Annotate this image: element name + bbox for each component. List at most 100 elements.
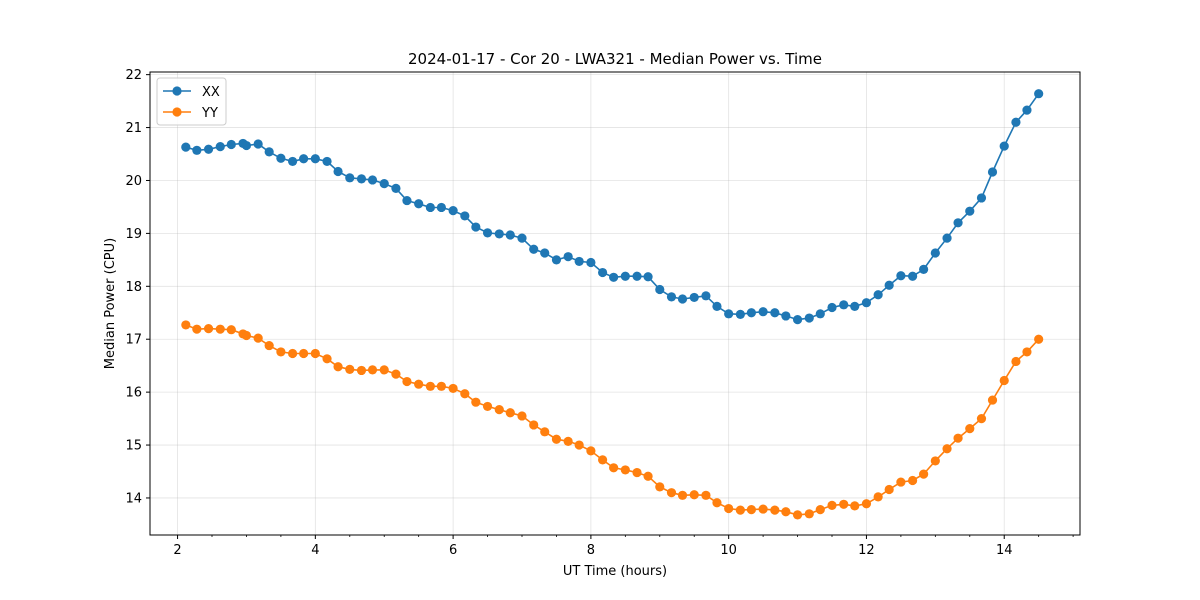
- data-point-yy: [1034, 334, 1044, 344]
- data-point-yy: [1022, 347, 1032, 357]
- data-point-yy: [517, 411, 527, 421]
- data-point-xx: [655, 284, 665, 295]
- series-line-xx: [185, 93, 1040, 321]
- data-point-yy: [839, 499, 849, 509]
- series-line-yy: [185, 324, 1040, 516]
- data-point-yy: [276, 347, 286, 357]
- data-point-xx: [873, 290, 883, 300]
- data-point-yy: [425, 381, 435, 391]
- data-point-yy: [827, 500, 837, 510]
- x-tick-label: 4: [311, 543, 319, 558]
- data-point-xx: [987, 167, 998, 177]
- y-axis-label: Median Power (CPU): [103, 238, 118, 369]
- y-tick-label: 19: [125, 227, 142, 242]
- data-point-xx: [241, 140, 252, 151]
- data-point-yy: [896, 477, 906, 487]
- data-point-yy: [598, 455, 608, 465]
- data-point-xx: [689, 292, 699, 303]
- data-point-xx: [345, 173, 355, 183]
- data-point-yy: [632, 467, 642, 478]
- legend-label-yy: YY: [201, 106, 218, 121]
- data-point-yy: [861, 499, 872, 509]
- y-tick-label: 16: [125, 386, 142, 401]
- data-point-yy: [226, 325, 236, 335]
- x-tick-label: 2: [173, 543, 181, 558]
- data-point-xx: [758, 307, 768, 317]
- data-point-yy: [965, 424, 975, 434]
- data-point-xx: [609, 272, 619, 282]
- data-point-xx: [181, 142, 191, 152]
- data-point-yy: [643, 471, 653, 481]
- data-point-xx: [792, 315, 803, 325]
- data-point-xx: [563, 252, 573, 262]
- data-point-xx: [701, 291, 711, 301]
- data-point-yy: [203, 324, 214, 334]
- data-point-xx: [804, 313, 814, 323]
- data-point-yy: [322, 354, 332, 364]
- legend-marker-yy: [172, 107, 182, 117]
- data-point-xx: [517, 233, 527, 243]
- data-point-xx: [436, 202, 446, 213]
- data-point-xx: [310, 154, 320, 164]
- data-point-xx: [379, 179, 389, 189]
- data-point-yy: [666, 488, 677, 498]
- data-point-xx: [1034, 89, 1044, 99]
- data-point-xx: [965, 206, 975, 216]
- data-point-yy: [712, 498, 722, 508]
- data-point-xx: [884, 280, 894, 290]
- data-point-yy: [215, 324, 225, 334]
- data-point-yy: [356, 365, 367, 376]
- data-point-yy: [873, 492, 883, 502]
- data-point-xx: [192, 145, 202, 155]
- data-point-xx: [299, 154, 309, 164]
- x-tick-label: 12: [858, 543, 875, 558]
- data-point-xx: [999, 141, 1009, 151]
- data-point-yy: [689, 490, 699, 500]
- data-point-xx: [540, 248, 550, 258]
- data-point-yy: [460, 389, 470, 399]
- data-point-yy: [264, 340, 274, 351]
- data-point-xx: [850, 301, 860, 312]
- data-point-xx: [203, 144, 214, 154]
- data-point-yy: [345, 364, 355, 374]
- data-point-xx: [276, 153, 286, 163]
- data-point-yy: [930, 456, 940, 466]
- data-point-xx: [896, 271, 906, 281]
- data-point-xx: [976, 193, 987, 203]
- data-point-xx: [930, 248, 940, 258]
- data-point-xx: [839, 300, 849, 310]
- y-tick-label: 22: [125, 68, 142, 83]
- data-point-yy: [505, 408, 515, 418]
- data-point-xx: [781, 311, 791, 321]
- data-point-xx: [529, 244, 539, 254]
- data-point-xx: [735, 309, 745, 319]
- data-point-yy: [815, 505, 825, 515]
- data-point-yy: [770, 505, 780, 515]
- x-tick-label: 6: [449, 543, 457, 558]
- data-point-yy: [471, 397, 481, 407]
- data-point-xx: [425, 202, 435, 213]
- y-tick-label: 18: [125, 280, 142, 295]
- legend: XX YY: [156, 77, 227, 126]
- x-axis-label: UT Time (hours): [563, 564, 667, 579]
- data-point-yy: [677, 490, 688, 500]
- axes: 2 4 6 8 10 12 14 14 15 16 17 18 19 20 21 22: [125, 68, 1074, 558]
- data-point-xx: [226, 139, 236, 150]
- series-layer: [181, 89, 1044, 520]
- data-point-yy: [620, 465, 630, 475]
- data-point-xx: [861, 298, 872, 308]
- data-point-yy: [953, 433, 963, 443]
- data-point-xx: [367, 175, 378, 185]
- data-point-yy: [792, 510, 803, 520]
- data-point-yy: [402, 376, 412, 387]
- data-point-yy: [942, 444, 952, 454]
- data-point-yy: [804, 509, 814, 519]
- data-point-xx: [677, 294, 688, 304]
- data-point-xx: [712, 301, 722, 312]
- data-point-yy: [391, 369, 401, 379]
- chart-title: 2024-01-17 - Cor 20 - LWA321 - Median Po…: [408, 50, 822, 68]
- data-point-yy: [976, 413, 987, 424]
- data-point-xx: [770, 308, 780, 318]
- data-point-xx: [724, 309, 734, 319]
- data-point-yy: [758, 504, 768, 514]
